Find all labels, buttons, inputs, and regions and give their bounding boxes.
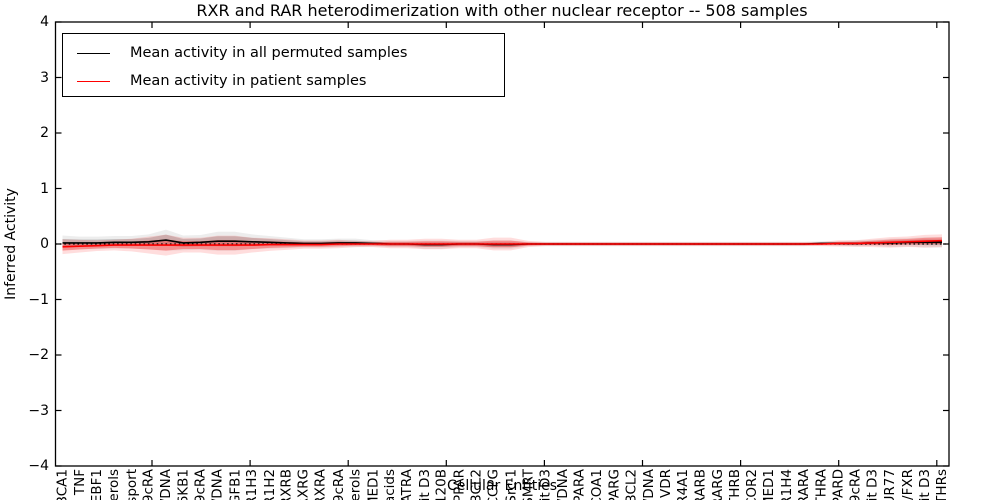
x-tick-label: VDR/VDR/Vit D3	[537, 469, 553, 500]
legend-line-sample-patient-icon	[77, 80, 110, 82]
legend-entry-patient: Mean activity in patient samples	[77, 67, 504, 95]
x-tick-label: RARs/VDR/DNA/Vit D3	[917, 469, 933, 500]
x-tick-label: VDR	[658, 469, 675, 499]
x-tick-label: PPARD	[830, 469, 847, 500]
x-tick-label: PPARA	[571, 469, 588, 500]
x-tick-label: NCOA1	[589, 469, 606, 500]
y-tick-label: 3	[40, 69, 49, 86]
x-tick-label: RXRs/FXR/9cRA/MED1	[365, 469, 381, 500]
x-tick-label: RXRs/NUR77	[882, 469, 898, 500]
legend-label-patient: Mean activity in patient samples	[130, 73, 367, 89]
x-tick-label: mol:Oxysterols	[348, 469, 364, 500]
x-tick-label: NR1H3	[244, 469, 261, 500]
x-tick-label: RXRs/LXRs/DNA	[158, 469, 174, 500]
y-tick-label: −2	[28, 347, 49, 363]
x-tick-label: RXRs/VDR/DNA/Vit D3	[865, 469, 881, 500]
x-tick-label: TNF	[71, 469, 88, 496]
x-tick-label: RARB	[692, 469, 709, 500]
x-tick-label: RARs/THRs/DNA/Src-1	[503, 469, 519, 500]
legend-label-permuted: Mean activity in all permuted samples	[130, 45, 408, 61]
patient-mean-line	[62, 239, 943, 248]
x-tick-label: RARs/THRs	[934, 469, 950, 500]
x-tick-label: RARs/RARs/DNA/9cRA	[848, 469, 864, 500]
x-tick-label: NR4A1	[675, 469, 692, 500]
x-tick-label: PPARG	[606, 469, 623, 500]
y-tick-label: −4	[28, 458, 49, 474]
x-tick-label: RXRs/RXRs/DNA/9cRA	[192, 469, 208, 500]
y-tick-label: 2	[40, 125, 49, 141]
x-tick-label: TGFB1	[226, 469, 243, 500]
legend-entry-permuted: Mean activity in all permuted samples	[77, 39, 504, 67]
x-tick-label: NR1H2	[261, 469, 278, 500]
x-tick-label: RXR alpha/CCPG	[486, 469, 502, 500]
y-tick-label: −3	[28, 402, 49, 419]
y-tick-label: 0	[40, 236, 49, 252]
x-tick-label: mol:9cRA	[330, 469, 346, 500]
x-tick-label: RARs/THRs/DNA/SMRT	[520, 469, 536, 500]
x-tick-label: RXRA	[313, 469, 330, 500]
y-tick-label: 4	[40, 14, 49, 30]
x-tick-label: NR1H4	[778, 469, 795, 500]
y-tick-label: 1	[40, 180, 49, 197]
x-tick-label: FAM120B	[434, 469, 450, 500]
x-tick-label: NCOR2	[744, 469, 761, 500]
x-tick-label: RXRG	[295, 469, 312, 500]
x-tick-label: THRA	[813, 469, 830, 500]
x-tick-label: RXRs/PPAR/9cRA/PGJ2/DNA	[210, 469, 226, 500]
x-tick-label: RPS6KB1	[175, 469, 192, 500]
x-tick-label: mol:ATRA	[399, 469, 415, 500]
x-tick-label: RXRs/LXRs/DNA/Oxysterols	[106, 469, 122, 500]
x-tick-label: ABCA1	[54, 469, 71, 500]
x-tick-label: THRB	[727, 469, 744, 500]
x-tick-label: RXRB	[278, 469, 295, 500]
x-tick-label: RXRs/NUR77/BCL2	[468, 469, 484, 500]
x-tick-label: RXRs/FXR	[900, 469, 916, 500]
legend: Mean activity in all permuted samples Me…	[62, 33, 505, 97]
x-tick-label: mol:Bile acids	[382, 469, 398, 500]
x-tick-label: BCL2	[623, 469, 640, 500]
legend-line-sample-permuted-icon	[77, 52, 110, 54]
x-tick-label: RARA	[796, 469, 813, 500]
x-tick-label: RXRs/LXRs/DNA/9cRA	[141, 469, 157, 500]
x-axis-label: Cellular Entities	[446, 478, 558, 494]
x-tick-label: MED1	[761, 469, 778, 500]
chart-title: RXR and RAR heterodimerization with othe…	[196, 1, 808, 20]
permuted-band	[62, 229, 942, 251]
x-tick-label: cholesterol transport	[123, 469, 139, 500]
x-tick-label: RARG	[709, 469, 726, 500]
x-tick-label: SREBF1	[89, 469, 105, 500]
x-tick-label: RXRs/PPAR	[451, 469, 467, 500]
x-tick-label: VDR/Vit D3/DNA	[555, 469, 571, 500]
y-tick-label: −1	[28, 291, 49, 308]
x-tick-label: VDR/VDR/DNA	[641, 469, 657, 500]
x-tick-label: mol:Vit D3	[417, 469, 433, 500]
